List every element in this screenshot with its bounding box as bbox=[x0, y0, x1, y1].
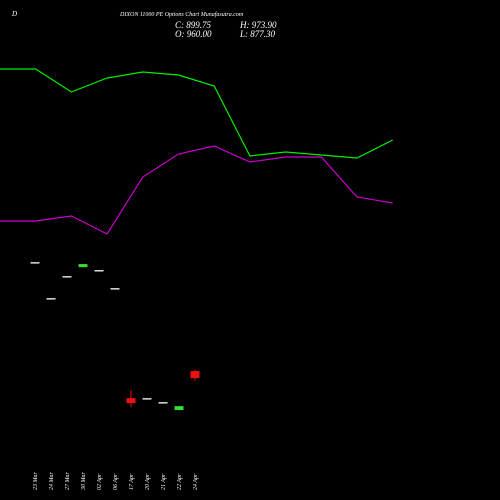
x-tick-label: 27 Mar bbox=[65, 472, 71, 490]
x-tick-label: 06 Apr bbox=[113, 473, 119, 490]
x-tick-label: 02 Apr bbox=[97, 473, 103, 490]
candle-body bbox=[94, 270, 104, 272]
x-tick-label: 22 Apr bbox=[177, 473, 183, 490]
candle-body bbox=[78, 264, 88, 268]
x-tick-label: 24 Apr bbox=[192, 473, 199, 490]
symbol: D bbox=[11, 10, 17, 18]
candle-body bbox=[158, 402, 168, 404]
candle-body bbox=[190, 371, 200, 379]
candle-body bbox=[46, 298, 56, 300]
candle-body bbox=[30, 262, 40, 264]
close-label: C: 899.75 bbox=[175, 20, 212, 30]
candle-body bbox=[126, 398, 136, 404]
open-label: O: 960.00 bbox=[175, 29, 212, 39]
x-tick-label: 23 Mar bbox=[33, 472, 39, 490]
x-tick-label: 20 Apr bbox=[145, 473, 151, 490]
x-tick-label: 30 Mar bbox=[81, 472, 87, 491]
high-label: H: 973.90 bbox=[239, 20, 277, 30]
indicator-line bbox=[0, 145, 393, 235]
x-tick-label: 21 Apr bbox=[161, 473, 167, 490]
candle-body bbox=[174, 406, 184, 411]
candle-body bbox=[62, 276, 72, 278]
candle-body bbox=[110, 288, 120, 290]
x-tick-label: 17 Apr bbox=[129, 473, 135, 490]
x-tick-label: 24 Mar bbox=[48, 472, 55, 490]
candle-body bbox=[142, 398, 152, 400]
indicator-line bbox=[0, 68, 393, 159]
low-label: L: 877.30 bbox=[239, 29, 276, 39]
chart-title: DIXON 11000 PE Options Chart Munafasutra… bbox=[119, 11, 244, 18]
